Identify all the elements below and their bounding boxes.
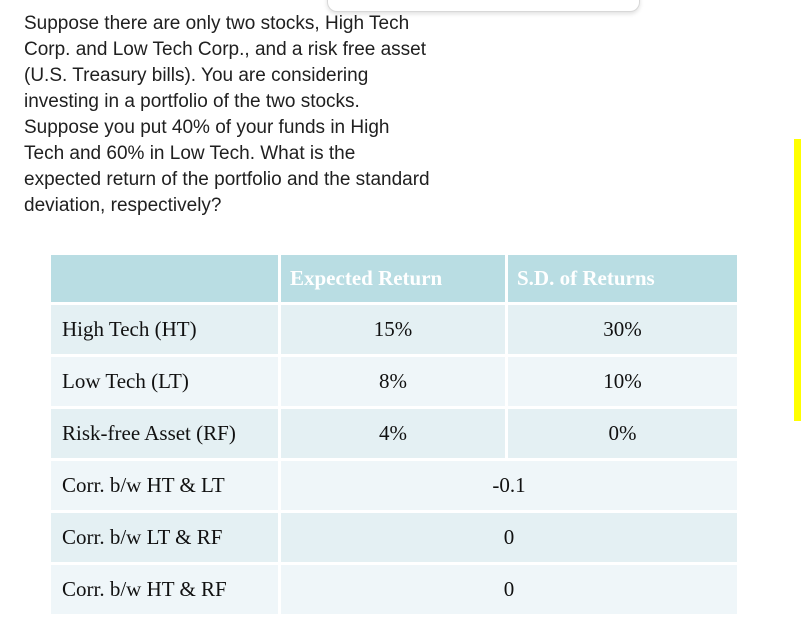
risk-free-expected-return: 4% [281,409,505,458]
question-text: Suppose there are only two stocks, High … [24,11,430,219]
low-tech-expected-return: 8% [281,357,505,406]
question-line: Corp. and Low Tech Corp., and a risk fre… [24,39,427,60]
row-label-high-tech: High Tech (HT) [51,305,278,354]
corr-lt-rf-value: 0 [281,513,737,562]
high-tech-expected-return: 15% [281,305,505,354]
row-label-corr-ht-lt: Corr. b/w HT & LT [51,461,278,510]
row-label-corr-lt-rf: Corr. b/w LT & RF [51,513,278,562]
row-label-low-tech: Low Tech (LT) [51,357,278,406]
question-line: Suppose there are only two stocks, High … [24,13,410,34]
high-tech-sd: 30% [508,305,737,354]
returns-table: Expected Return S.D. of Returns High Tec… [51,255,737,614]
row-label-risk-free: Risk-free Asset (RF) [51,409,278,458]
question-line: (U.S. Treasury bills). You are consideri… [24,65,369,86]
yellow-highlight-bar [794,139,801,421]
low-tech-sd: 10% [508,357,737,406]
risk-free-sd: 0% [508,409,737,458]
question-line: deviation, respectively? [24,195,222,216]
table-header-expected-return: Expected Return [281,255,505,302]
table-header-sd-of-returns: S.D. of Returns [508,255,737,302]
table-header-empty [51,255,278,302]
question-line: expected return of the portfolio and the… [24,169,430,190]
row-label-corr-ht-rf: Corr. b/w HT & RF [51,565,278,614]
question-line: Tech and 60% in Low Tech. What is the [24,143,356,164]
question-line: Suppose you put 40% of your funds in Hig… [24,117,390,138]
question-line: investing in a portfolio of the two stoc… [24,91,360,112]
corr-ht-rf-value: 0 [281,565,737,614]
corr-ht-lt-value: -0.1 [281,461,737,510]
